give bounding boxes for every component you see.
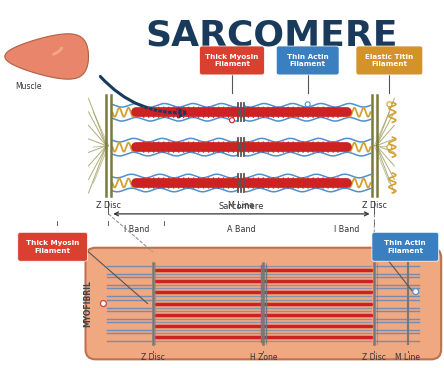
Text: SARCOMERE: SARCOMERE bbox=[146, 19, 398, 53]
FancyBboxPatch shape bbox=[18, 232, 87, 261]
FancyBboxPatch shape bbox=[200, 46, 264, 75]
Text: Sarcomere: Sarcomere bbox=[219, 202, 264, 211]
Text: Z Disc: Z Disc bbox=[141, 353, 164, 362]
Text: Z Disc: Z Disc bbox=[362, 353, 386, 362]
Text: Thin Actin
Filament: Thin Actin Filament bbox=[385, 240, 426, 254]
Text: M Line: M Line bbox=[395, 353, 420, 362]
Circle shape bbox=[387, 102, 392, 107]
Circle shape bbox=[387, 145, 392, 150]
Text: H Zone: H Zone bbox=[250, 353, 277, 362]
Circle shape bbox=[305, 102, 310, 107]
Text: I Band: I Band bbox=[123, 225, 149, 234]
Text: Thin Actin
Filament: Thin Actin Filament bbox=[287, 54, 329, 67]
Text: I Band: I Band bbox=[334, 225, 359, 234]
Text: Z Disc: Z Disc bbox=[362, 201, 387, 210]
FancyBboxPatch shape bbox=[276, 46, 339, 75]
Polygon shape bbox=[5, 34, 88, 79]
Text: Thick Myosin
Filament: Thick Myosin Filament bbox=[26, 240, 79, 254]
Circle shape bbox=[412, 289, 419, 294]
FancyBboxPatch shape bbox=[356, 46, 423, 75]
Text: MYOFIBRIL: MYOFIBRIL bbox=[83, 280, 92, 327]
FancyBboxPatch shape bbox=[372, 232, 439, 261]
Text: Muscle: Muscle bbox=[15, 82, 41, 91]
Text: Z Disc: Z Disc bbox=[96, 201, 121, 210]
Circle shape bbox=[100, 301, 107, 307]
FancyBboxPatch shape bbox=[86, 248, 441, 359]
Text: M Line: M Line bbox=[228, 201, 254, 210]
Circle shape bbox=[230, 118, 234, 123]
Text: Thick Myosin
Filament: Thick Myosin Filament bbox=[205, 54, 259, 67]
Text: A Band: A Band bbox=[227, 225, 256, 234]
Text: Elastic Titin
Filament: Elastic Titin Filament bbox=[365, 54, 413, 67]
